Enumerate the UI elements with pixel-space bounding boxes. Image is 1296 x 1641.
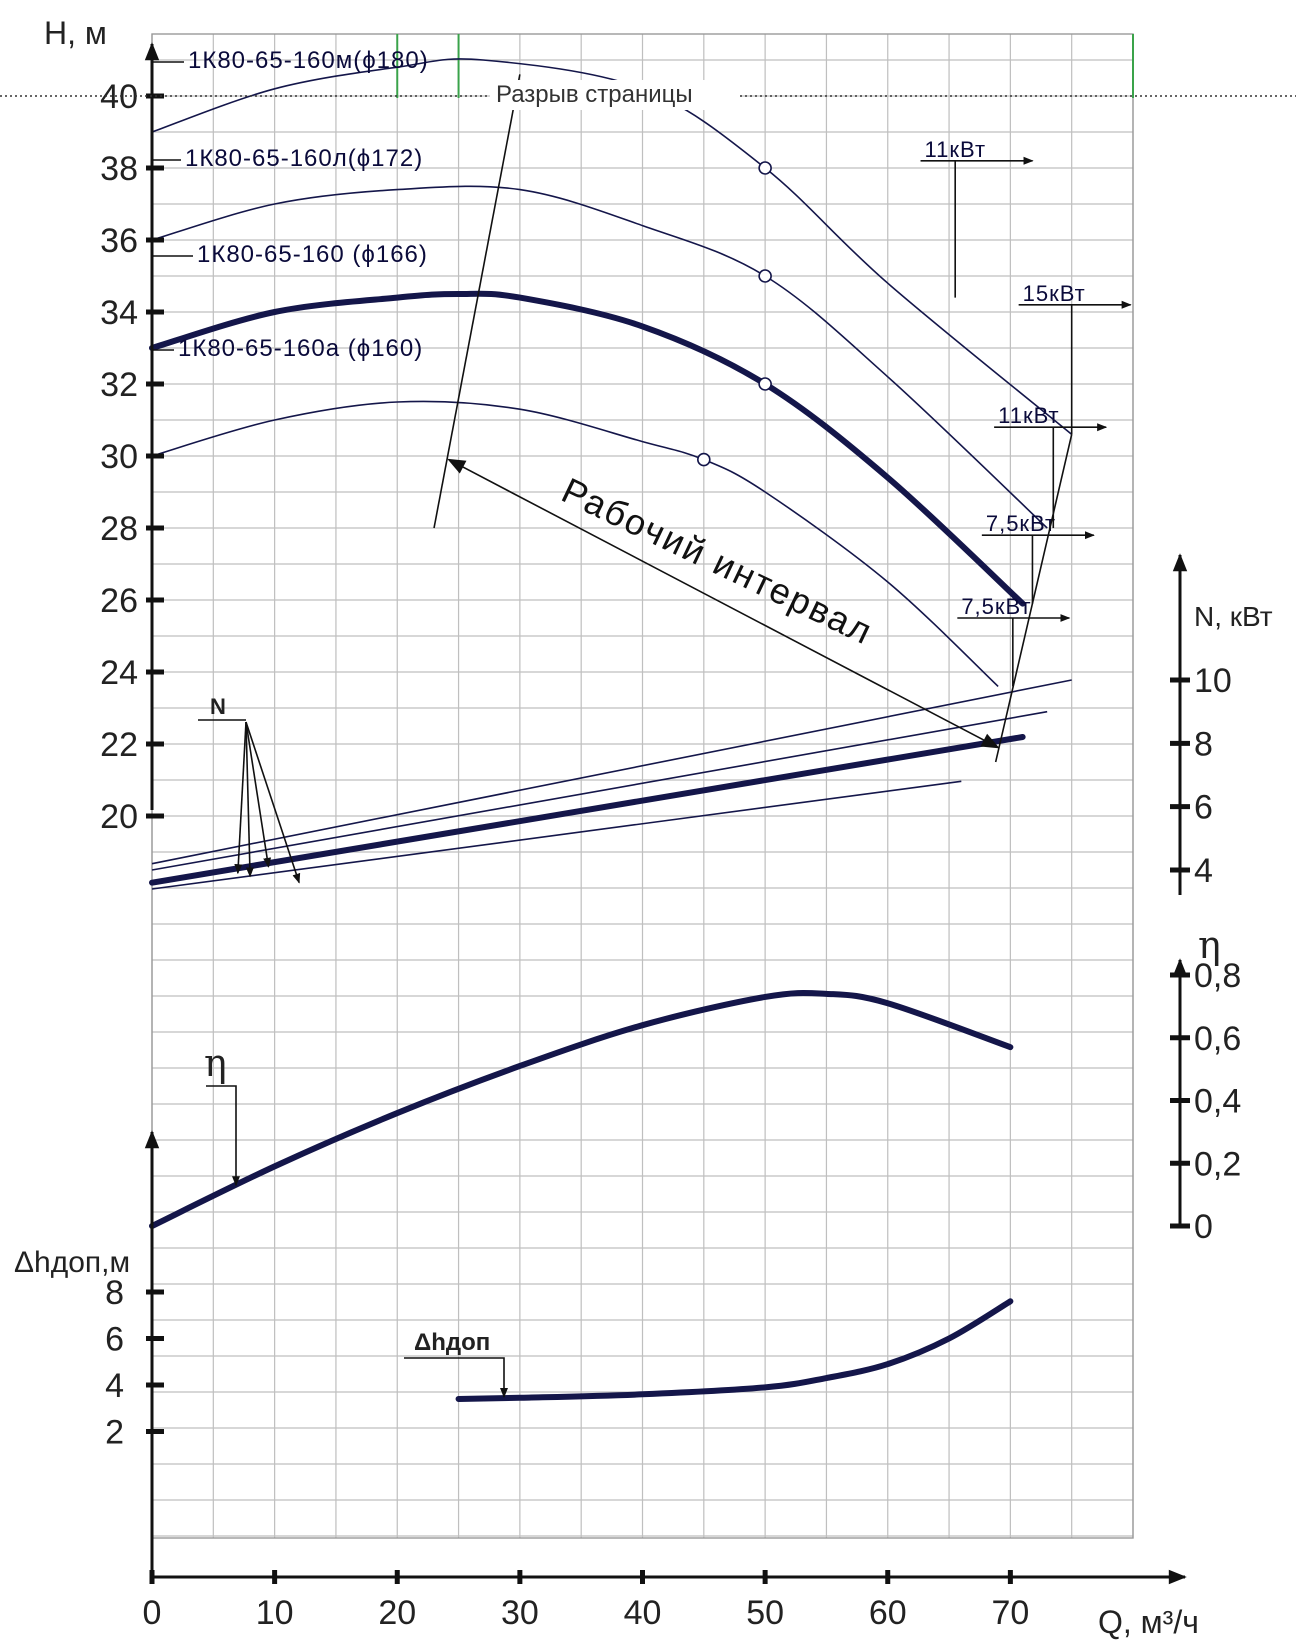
series-label-H-0: 1К80-65-160м(ϕ180): [188, 47, 429, 74]
curve-point-marker: [758, 377, 772, 391]
H-axis-title: H, м: [44, 15, 107, 51]
power-label: 7,5кВт: [986, 511, 1056, 536]
power-label: 11кВт: [998, 403, 1059, 428]
eta-tick-label: 0,4: [1194, 1083, 1241, 1121]
dh-tick-label: 2: [105, 1414, 124, 1452]
work-range-left-boundary: [433, 74, 521, 529]
x-tick-label: 70: [991, 1594, 1029, 1632]
page-break-label: Разрыв страницы: [496, 81, 693, 108]
dh-series-label: Δhдоп: [414, 1329, 490, 1356]
x-tick-label: 20: [378, 1594, 416, 1632]
eta-tick-label: 0: [1194, 1208, 1213, 1246]
N-series-label: N: [210, 694, 226, 719]
axes: 0 10 20 30 40 50 60 70 Q, м³/ч202224262830323436…: [14, 15, 1273, 1640]
H-tick-label: 28: [100, 510, 138, 548]
series-N-6: [149, 734, 1026, 886]
eta-tick-label: 0,8: [1194, 957, 1241, 995]
x-tick-label: 30: [501, 1594, 539, 1632]
dh-tick-label: 8: [105, 1274, 124, 1312]
N-leader-arrow: [245, 721, 272, 868]
N-axis-title: N, кВт: [1194, 601, 1273, 632]
series-H-1: [151, 185, 1048, 529]
dh-axis-title: Δhдоп,м: [14, 1246, 130, 1279]
N-leader-arrow: [245, 721, 301, 884]
H-tick-label: 40: [100, 78, 138, 116]
dh-tick-label: 6: [105, 1321, 124, 1359]
N-tick-label: 6: [1194, 789, 1213, 827]
series-label-H-2: 1К80-65-160 (ϕ166): [197, 241, 428, 268]
dh-leader-arrow: [404, 1357, 508, 1398]
grid: [151, 33, 1134, 1539]
series-H-3: [151, 400, 999, 687]
x-tick-label: 0: [143, 1594, 162, 1632]
series-dh-9: [455, 1298, 1014, 1402]
N-leader-arrow: [234, 721, 247, 875]
work-range-right-boundary: [994, 434, 1073, 763]
H-tick-label: 38: [100, 150, 138, 188]
x-tick-label: 50: [746, 1594, 784, 1632]
H-tick-label: 26: [100, 582, 138, 620]
power-label: 15кВт: [1023, 281, 1086, 306]
curve-point-marker: [758, 269, 772, 283]
H-tick-label: 30: [100, 438, 138, 476]
work-range-arrow: [447, 458, 1000, 749]
curve-point-marker: [758, 161, 772, 175]
x-tick-label: 60: [869, 1594, 907, 1632]
H-tick-label: 22: [100, 726, 138, 764]
series-label-H-3: 1К80-65-160а (ϕ160): [178, 335, 423, 362]
eta-tick-label: 0,6: [1194, 1020, 1241, 1058]
series-H-0: [151, 58, 1073, 436]
N-tick-label: 4: [1194, 852, 1213, 890]
H-tick-label: 32: [100, 366, 138, 404]
x-axis-title: Q, м³/ч: [1098, 1604, 1199, 1640]
dh-tick-label: 4: [105, 1367, 124, 1405]
N-tick-label: 8: [1194, 725, 1213, 763]
H-tick-label: 34: [100, 294, 138, 332]
page-break-label-bg: [490, 80, 740, 110]
N-leader-arrow: [245, 721, 254, 878]
H-tick-label: 36: [100, 222, 138, 260]
work-range-label: Рабочий интервал: [556, 469, 880, 652]
eta-leader-arrow: [206, 1085, 240, 1187]
eta-series-label: η: [204, 1041, 227, 1085]
series-eta-8: [149, 989, 1014, 1229]
eta-axis-title: η: [1198, 923, 1221, 967]
series-N-7: [151, 780, 962, 890]
H-tick-label: 20: [100, 798, 138, 836]
eta-tick-label: 0,2: [1194, 1145, 1241, 1183]
N-tick-label: 10: [1194, 662, 1232, 700]
series-label-H-1: 1К80-65-160л(ϕ172): [185, 145, 423, 172]
curve-point-marker: [697, 452, 711, 467]
H-tick-label: 24: [100, 654, 138, 692]
power-label: 11кВт: [925, 137, 986, 162]
annotations: 1К80-65-160м(ϕ180) 1К80-65-160л(ϕ172) 1К80…: [152, 47, 1132, 1398]
x-tick-label: 40: [624, 1594, 662, 1632]
x-tick-label: 10: [256, 1594, 294, 1632]
power-label: 7,5кВт: [961, 594, 1031, 619]
